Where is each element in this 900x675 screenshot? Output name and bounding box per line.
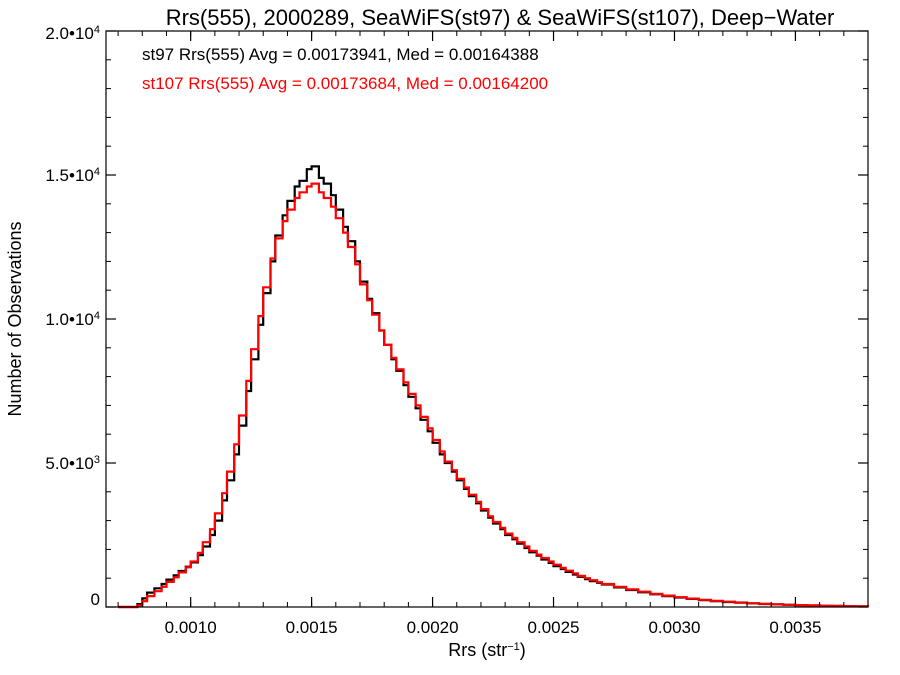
y-axis-ticks: 0 5.0•103 1.0•104 1.5•104 2.0•104: [45, 24, 868, 609]
series-line-st97: [118, 165, 870, 609]
series-line-st107: [118, 182, 870, 609]
x-tick-label: 0.0010: [165, 618, 217, 637]
y-axis-label: Number of Observations: [5, 221, 25, 416]
legend-entry-st107: st107 Rrs(555) Avg = 0.00173684, Med = 0…: [142, 74, 548, 93]
x-tick-label: 0.0035: [769, 618, 821, 637]
x-axis-ticks: 0.0010 0.0015 0.0020 0.0025 0.0030 0.0035: [117, 31, 869, 637]
legend-entry-st97: st97 Rrs(555) Avg = 0.00173941, Med = 0.…: [142, 45, 539, 64]
x-axis-label-text: Rrs (str: [448, 640, 507, 660]
y-tick-label: 5.0•103: [45, 454, 100, 473]
x-tick-label: 0.0030: [648, 618, 700, 637]
y-tick-label: 2.0•104: [45, 24, 100, 43]
legend: st97 Rrs(555) Avg = 0.00173941, Med = 0.…: [142, 45, 548, 93]
x-axis-label-close: ): [520, 640, 526, 660]
x-tick-label: 0.0015: [286, 618, 338, 637]
series-layer: [118, 165, 870, 609]
x-tick-label: 0.0020: [407, 618, 459, 637]
y-tick-label: 0: [91, 590, 100, 609]
chart-title: Rrs(555), 2000289, SeaWiFS(st97) & SeaWi…: [166, 5, 835, 30]
x-tick-label: 0.0025: [528, 618, 580, 637]
x-axis-label: Rrs (str−1): [448, 640, 526, 660]
y-tick-label: 1.0•104: [45, 310, 100, 329]
y-tick-label: 1.5•104: [45, 166, 100, 185]
x-axis-label-exponent: −1: [507, 641, 520, 653]
